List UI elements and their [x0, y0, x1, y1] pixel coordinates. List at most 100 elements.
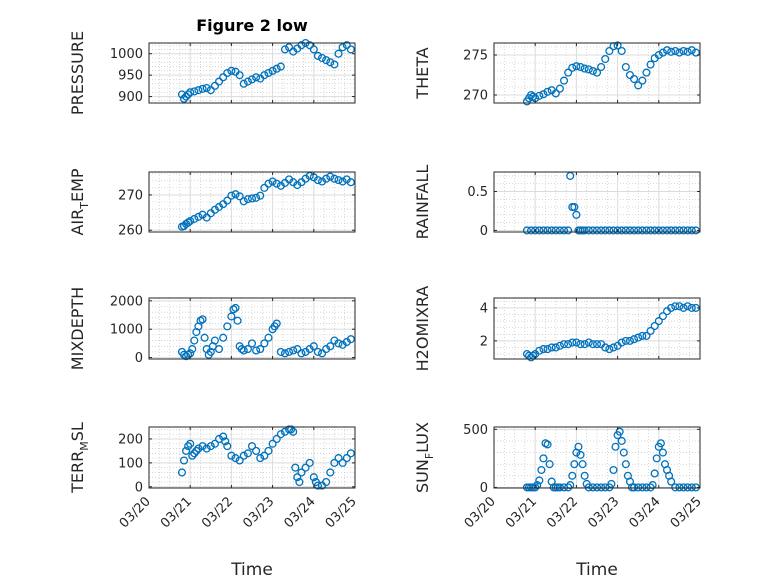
- data-point: [584, 483, 593, 492]
- data-point: [295, 477, 304, 487]
- data-point: [630, 226, 639, 235]
- data-point: [634, 81, 643, 90]
- data-point: [543, 345, 552, 354]
- data-point: [260, 71, 269, 80]
- data-point: [190, 214, 199, 223]
- data-point: [597, 483, 606, 492]
- data-point: [268, 177, 277, 186]
- data-point: [646, 60, 655, 69]
- data-point: [675, 226, 684, 235]
- y-axis-label: AIRTEMP: [68, 168, 91, 235]
- data-point: [564, 340, 573, 349]
- y-tick-label: 200: [118, 432, 143, 447]
- data-point: [527, 226, 536, 235]
- data-point: [683, 302, 692, 311]
- data-point: [247, 442, 257, 451]
- data-point: [619, 448, 628, 457]
- y-tick-label: 100: [118, 456, 143, 471]
- data-point: [252, 73, 261, 82]
- data-point: [568, 63, 577, 72]
- data-point: [580, 64, 589, 73]
- y-tick-label: 950: [118, 69, 143, 84]
- data-point: [202, 83, 211, 93]
- data-point: [592, 68, 602, 77]
- subplot-3: 260 270 AIRTEMP: [68, 168, 356, 239]
- data-point: [564, 68, 573, 77]
- data-point: [609, 465, 618, 475]
- data-point: [646, 226, 655, 235]
- data-point: [535, 226, 544, 235]
- subplot-1: 900 950 1000 PRESSURE Figure 2 low: [68, 16, 356, 115]
- data-point: [572, 62, 581, 71]
- data-point: [671, 483, 680, 492]
- data-point: [227, 191, 236, 200]
- data-point: [667, 226, 676, 235]
- data-point: [555, 483, 564, 492]
- data-point: [580, 226, 589, 235]
- data-point: [630, 483, 639, 492]
- data-point: [235, 192, 244, 201]
- data-point: [198, 84, 207, 93]
- data-point: [194, 444, 203, 453]
- y-tick-label: 2: [480, 334, 488, 349]
- data-point: [309, 342, 318, 351]
- data-point: [330, 174, 339, 183]
- data-point: [667, 303, 676, 312]
- data-point: [239, 451, 248, 460]
- data-point: [272, 179, 281, 188]
- x-tick-label: 03/23: [585, 494, 622, 531]
- data-point: [621, 336, 630, 345]
- y-tick-label: 500: [463, 423, 488, 438]
- data-point: [219, 333, 228, 342]
- data-point: [609, 343, 618, 352]
- data-point: [621, 460, 630, 469]
- data-point: [568, 338, 577, 347]
- data-point: [322, 174, 331, 183]
- data-point: [342, 41, 351, 50]
- data-point: [559, 226, 569, 235]
- y-tick-label: 0: [135, 351, 143, 366]
- data-point: [221, 437, 230, 446]
- y-tick-label: 0: [135, 480, 143, 495]
- data-point: [214, 345, 224, 354]
- data-point: [346, 45, 355, 54]
- y-tick-label: 2000: [110, 294, 143, 309]
- data-point: [570, 203, 579, 212]
- data-point: [272, 319, 281, 328]
- data-point: [276, 430, 285, 439]
- data-point: [235, 456, 244, 465]
- data-point: [601, 483, 610, 492]
- data-point: [559, 340, 569, 349]
- x-tick-label: 03/20: [117, 494, 154, 531]
- data-point: [607, 479, 616, 488]
- data-point: [190, 336, 199, 345]
- data-point: [617, 46, 626, 56]
- data-point: [646, 326, 655, 336]
- axes-box: [493, 426, 701, 489]
- data-point: [551, 89, 560, 98]
- data-point: [252, 346, 261, 355]
- data-point: [691, 48, 700, 57]
- data-point: [658, 48, 667, 57]
- data-point: [280, 45, 290, 54]
- data-point: [617, 226, 626, 235]
- data-point: [687, 46, 696, 55]
- data-point: [239, 346, 248, 355]
- x-tick-label: 03/25: [668, 494, 705, 531]
- y-tick-label: 270: [118, 188, 143, 203]
- data-point: [617, 436, 626, 445]
- y-tick-label: 260: [118, 224, 143, 239]
- data-point: [223, 68, 232, 78]
- data-point: [184, 90, 193, 99]
- data-point: [597, 226, 606, 235]
- data-point: [572, 210, 581, 219]
- data-point: [272, 434, 281, 444]
- data-point: [539, 345, 548, 354]
- data-point: [202, 444, 211, 453]
- data-point: [334, 339, 343, 348]
- data-point: [190, 449, 199, 458]
- x-tick-label: 03/20: [462, 494, 499, 531]
- y-axis-label: H2OMIXRA: [413, 286, 432, 372]
- axes-box: [148, 171, 356, 233]
- data-point: [592, 340, 602, 349]
